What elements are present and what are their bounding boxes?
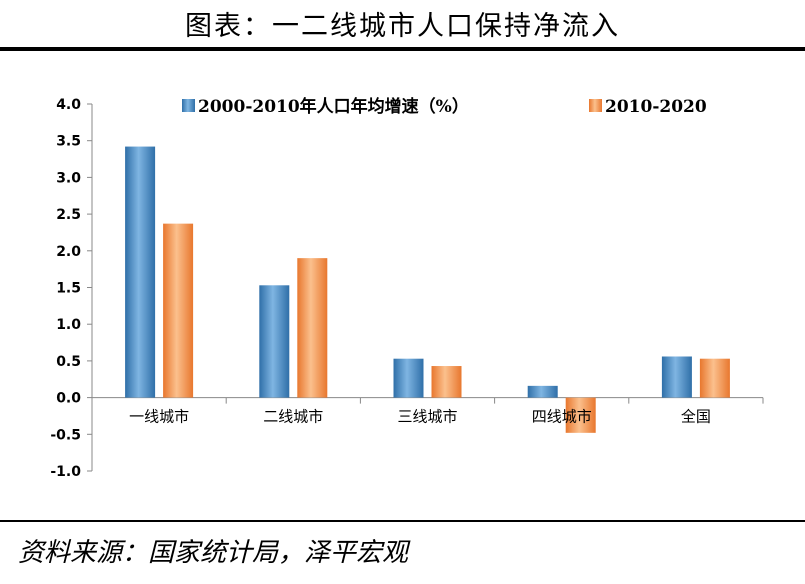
y-tick-label: 3.5 [56, 134, 81, 150]
y-tick-label: 4.0 [56, 97, 81, 113]
legend-label-2010-2020: 2010-2020 [605, 97, 707, 117]
category-label: 四线城市 [532, 408, 592, 426]
y-tick-label: 2.0 [56, 244, 81, 260]
bar-chart: 4.0 3.5 3.0 2.5 2.0 1.5 1.0 0.5 0.0 -0.5 -1.0 一线城市… [50, 96, 764, 480]
y-tick-label: -0.5 [50, 427, 81, 443]
legend-swatch-2000-2010 [182, 99, 195, 112]
bar-2010-2020 [297, 258, 328, 398]
category-label: 一线城市 [129, 408, 189, 426]
y-tick-label: 3.0 [56, 170, 81, 186]
y-tick-label: 0.0 [56, 391, 81, 407]
bars [125, 146, 730, 433]
bar-2000-2010 [259, 285, 290, 398]
y-tick-label: 1.0 [56, 317, 81, 333]
legend-label-2000-2010: 2000-2010年人口年均增速（%） [198, 96, 469, 117]
bar-2000-2010 [527, 385, 558, 398]
bar-2000-2010 [661, 356, 692, 398]
bar-2010-2020 [163, 223, 194, 398]
category-label: 二线城市 [263, 408, 323, 426]
y-tick-label: -1.0 [50, 464, 81, 480]
y-axis: 4.0 3.5 3.0 2.5 2.0 1.5 1.0 0.5 0.0 -0.5 -1.0 [50, 97, 93, 480]
bar-2000-2010 [125, 146, 156, 398]
category-label: 三线城市 [397, 408, 457, 426]
title-divider [0, 47, 805, 51]
source-divider [0, 520, 805, 522]
source-note: 资料来源：国家统计局，泽平宏观 [18, 538, 409, 568]
bar-2000-2010 [393, 358, 424, 398]
bar-2010-2020 [699, 358, 730, 398]
category-labels: 一线城市 二线城市 三线城市 四线城市 全国 [129, 408, 711, 426]
y-tick-label: 2.5 [56, 207, 81, 223]
page-title: 图表：一二线城市人口保持净流入 [185, 11, 620, 42]
x-axis [91, 397, 764, 404]
category-label: 全国 [681, 408, 711, 426]
y-tick-label: 1.5 [56, 281, 81, 297]
bar-2010-2020 [565, 397, 596, 433]
legend: 2000-2010年人口年均增速（%） 2010-2020 [182, 96, 707, 117]
y-tick-label: 0.5 [56, 354, 81, 370]
legend-swatch-2010-2020 [589, 99, 602, 112]
bar-2010-2020 [431, 366, 462, 398]
